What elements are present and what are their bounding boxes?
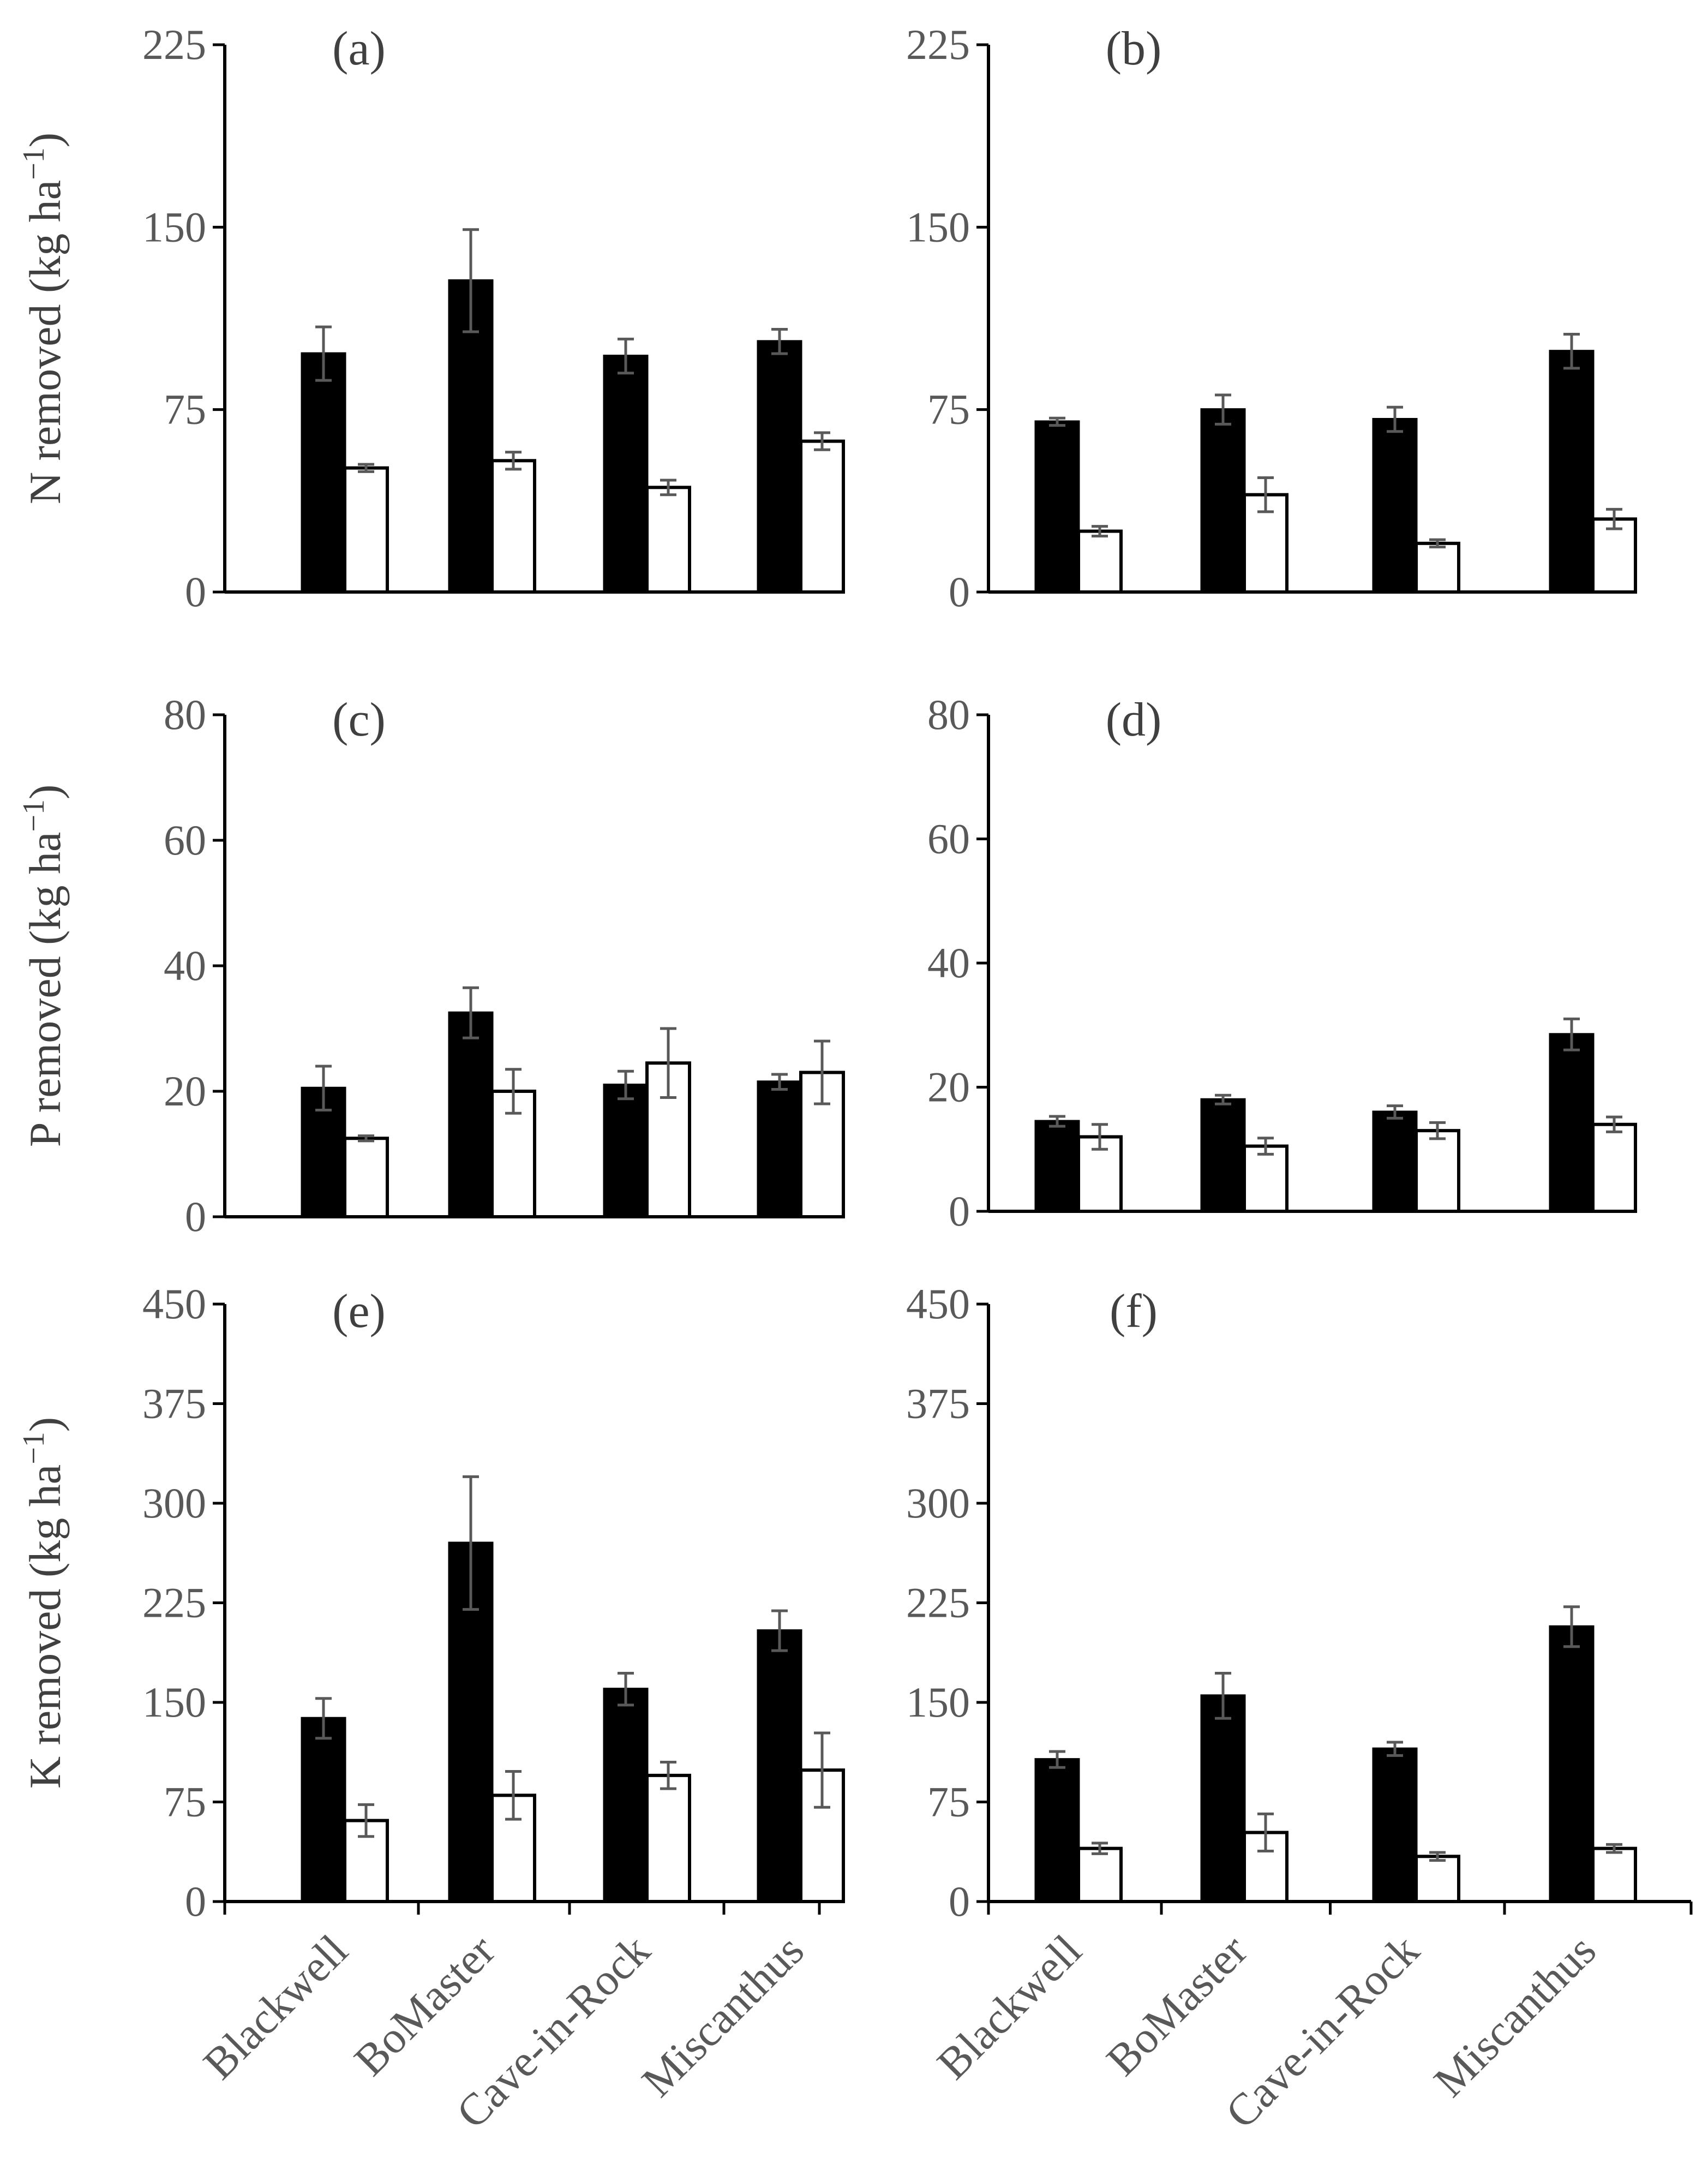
- bar-white: [1415, 1855, 1460, 1903]
- y-tick-label-c: 0: [185, 1193, 206, 1240]
- bar-white: [645, 486, 691, 594]
- y-tick-label-f: 75: [927, 1778, 970, 1826]
- bar-dark: [1200, 1694, 1246, 1903]
- x-category-label: Blackwell: [927, 1925, 1090, 2088]
- y-tick-label-e: 300: [142, 1479, 206, 1527]
- y-tick-label-e: 375: [142, 1380, 206, 1427]
- bar-white: [343, 1137, 389, 1218]
- bar-white: [799, 439, 845, 594]
- y-tick-label-f: 225: [906, 1579, 970, 1627]
- y-tick-label-e: 150: [142, 1678, 206, 1726]
- y-tick-label-a: 150: [142, 203, 206, 250]
- y-axis-title-e: K removed (kg ha−1): [17, 1417, 70, 1789]
- bar-white: [1415, 1129, 1460, 1213]
- bar-dark: [301, 1717, 346, 1903]
- panel-label-f: (f): [1110, 1285, 1158, 1338]
- bar-dark: [1200, 408, 1246, 594]
- bar-white: [1591, 1846, 1637, 1904]
- bar-dark: [1372, 1110, 1418, 1213]
- y-tick-label-e: 0: [185, 1878, 206, 1925]
- bar-dark: [1200, 1098, 1246, 1213]
- panel-label-e: (e): [332, 1285, 386, 1338]
- panel-label-c: (c): [332, 694, 386, 746]
- bar-dark: [301, 352, 346, 594]
- bar-dark: [448, 1541, 494, 1903]
- y-tick-label-c: 60: [164, 816, 206, 864]
- y-tick-label-d: 40: [927, 939, 970, 987]
- bar-white: [1591, 1122, 1637, 1213]
- y-axis-title-a: N removed (kg ha−1): [17, 133, 70, 504]
- bar-dark: [603, 1688, 649, 1903]
- x-category-label: Blackwell: [194, 1925, 357, 2088]
- y-tick-label-f: 300: [906, 1479, 970, 1527]
- y-tick-label-b: 150: [906, 203, 970, 250]
- y-tick-label-b: 0: [949, 568, 970, 615]
- bar-dark: [757, 1629, 802, 1903]
- bar-dark: [1034, 1120, 1080, 1213]
- bar-white: [1591, 517, 1637, 594]
- panel-label-d: (d): [1106, 694, 1162, 746]
- bar-dark: [1034, 420, 1080, 594]
- y-tick-label-f: 150: [906, 1678, 970, 1726]
- bar-white: [645, 1773, 691, 1903]
- x-category-label: BoMaster: [345, 1925, 505, 2085]
- y-tick-label-b: 75: [927, 386, 970, 433]
- bar-dark: [1549, 1033, 1595, 1213]
- y-tick-label-f: 375: [906, 1380, 970, 1427]
- x-category-label: BoMaster: [1097, 1925, 1257, 2085]
- bar-white: [1077, 1846, 1123, 1904]
- bar-dark: [603, 1084, 649, 1218]
- bar-white: [490, 459, 536, 594]
- y-tick-label-d: 80: [927, 691, 970, 738]
- y-tick-label-c: 20: [164, 1067, 206, 1115]
- panel-label-b: (b): [1106, 22, 1162, 75]
- bar-white: [1077, 529, 1123, 594]
- y-tick-label-d: 0: [949, 1187, 970, 1235]
- bar-dark: [757, 340, 802, 594]
- bar-dark: [1034, 1758, 1080, 1903]
- y-tick-label-a: 75: [164, 386, 206, 433]
- y-tick-label-a: 0: [185, 568, 206, 615]
- bar-dark: [1549, 1625, 1595, 1903]
- y-tick-label-c: 40: [164, 942, 206, 989]
- y-tick-label-d: 60: [927, 815, 970, 863]
- bar-white: [1243, 1144, 1289, 1213]
- y-tick-label-b: 225: [906, 21, 970, 68]
- y-tick-label-e: 75: [164, 1778, 206, 1826]
- bar-white: [1415, 541, 1460, 594]
- bar-dark: [448, 1011, 494, 1218]
- bar-dark: [1372, 417, 1418, 594]
- y-tick-label-a: 225: [142, 21, 206, 68]
- bar-dark: [1549, 350, 1595, 594]
- bar-white: [343, 466, 389, 594]
- y-tick-label-d: 20: [927, 1063, 970, 1111]
- y-tick-label-c: 80: [164, 691, 206, 738]
- x-category-label: Miscanthus: [1424, 1925, 1605, 2106]
- x-category-label: Miscanthus: [632, 1925, 813, 2106]
- bar-dark: [757, 1080, 802, 1218]
- panel-label-a: (a): [332, 22, 386, 75]
- y-tick-label-f: 450: [906, 1280, 970, 1328]
- bar-dark: [603, 355, 649, 594]
- bar-dark: [1372, 1747, 1418, 1903]
- y-tick-label-f: 0: [949, 1878, 970, 1925]
- y-tick-label-e: 450: [142, 1280, 206, 1328]
- y-axis-title-c: P removed (kg ha−1): [17, 785, 70, 1147]
- y-tick-label-e: 225: [142, 1579, 206, 1627]
